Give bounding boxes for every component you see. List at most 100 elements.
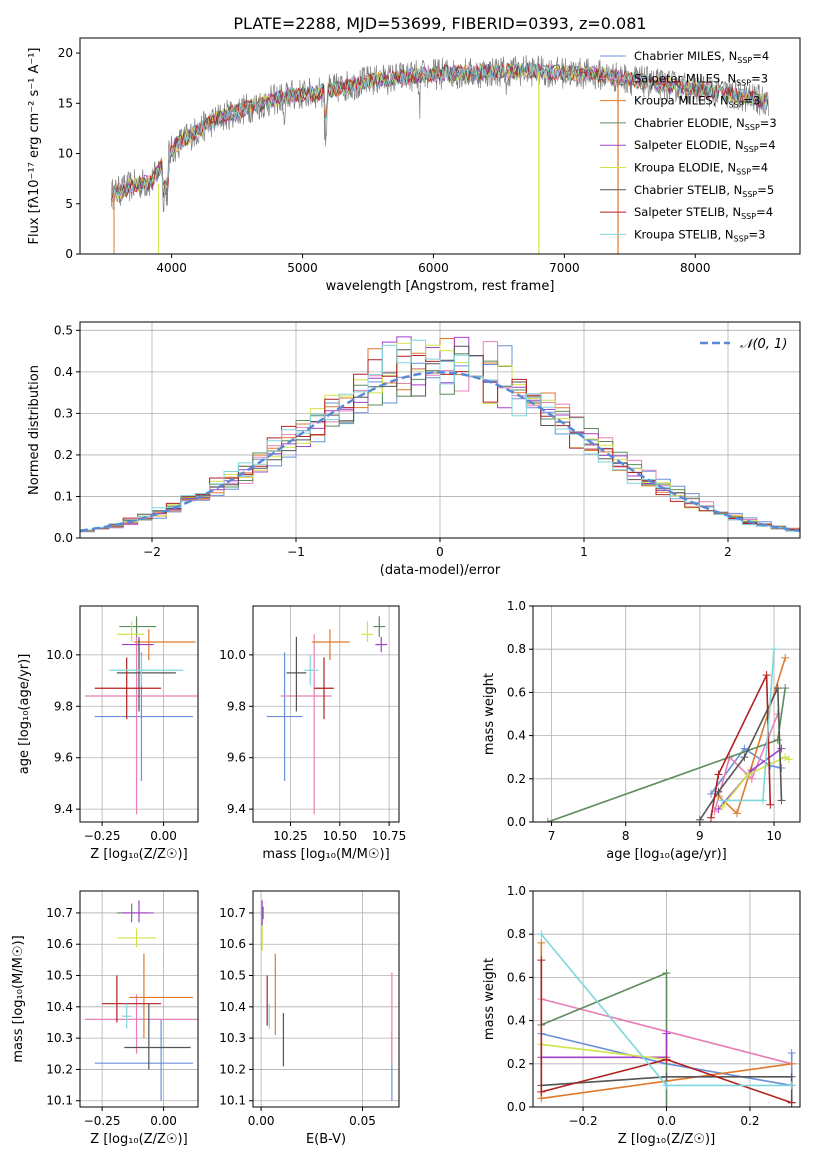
y-tick-label: 0.6 xyxy=(507,970,526,984)
x-tick-label: 6000 xyxy=(418,261,449,275)
y-tick-label: 9.6 xyxy=(54,751,73,765)
mass-weight-line-chabrier_stelib xyxy=(541,1076,793,1103)
axes-frame xyxy=(252,890,400,1108)
y-tick-label: 9.8 xyxy=(54,699,73,713)
legend-label-salpeter_stelib: Salpeter STELIB, NSSP=4 xyxy=(634,205,773,221)
y-tick-label: 20 xyxy=(58,46,73,60)
legend-label-kroupa_elodie: Kroupa ELODIE, NSSP=4 xyxy=(634,161,768,177)
plot-area-massweight_vs_age xyxy=(543,645,793,822)
y-tick-label: 0.2 xyxy=(507,1057,526,1071)
y-tick-label: 0.4 xyxy=(507,1014,526,1028)
y-tick-label: 1.0 xyxy=(507,599,526,613)
legend-label-salpeter_elodie: Salpeter ELODIE, NSSP=4 xyxy=(634,138,776,154)
spectrum-model-chabrier_elodie xyxy=(111,63,769,202)
y-tick-label: 10.3 xyxy=(219,1031,246,1045)
y-axis-label: age [log₁₀(age/yr)] xyxy=(17,654,32,775)
x-tick-label: 7 xyxy=(548,829,556,843)
chart-massweight_vs_Z: −0.2 0.0 0.2 0.0 0.2 0.4 0.6 0.8 1.0 Z [log₁₀(Z/Z… xyxy=(482,884,801,1147)
y-tick-label: 1.0 xyxy=(507,884,526,898)
y-axis-label: mass weight xyxy=(482,673,497,755)
axes-frame xyxy=(79,605,199,823)
y-tick-label: 10 xyxy=(58,147,73,161)
y-tick-label: 10.2 xyxy=(46,1062,73,1076)
chart-massweight_vs_age: 7 8 9 10 0.0 0.2 0.4 0.6 0.8 1.0 age [log₁₀(age/yr… xyxy=(482,599,801,862)
mass-weight-line-salpeter_stelib xyxy=(540,960,792,1104)
x-tick-label: −0.25 xyxy=(84,1114,121,1128)
x-axis-label: Z [log₁₀(Z/Z☉)] xyxy=(618,1132,715,1147)
axes-frame xyxy=(79,37,801,255)
plot-area-mass_vs_Z xyxy=(84,900,198,1101)
y-tick-label: 0.0 xyxy=(54,531,73,545)
x-tick-label: −0.25 xyxy=(84,829,121,843)
y-tick-label: 0.8 xyxy=(507,927,526,941)
x-tick-label: 10.75 xyxy=(372,829,406,843)
y-tick-label: 0 xyxy=(65,247,73,261)
plot-area-residuals xyxy=(80,336,800,533)
figure-title: PLATE=2288, MJD=53699, FIBERID=0393, z=0… xyxy=(233,14,646,33)
y-axis-label: mass weight xyxy=(482,958,497,1040)
mass-weight-line-salpeter_stelib xyxy=(710,674,772,818)
mass-weight-line-kroupa_elodie xyxy=(541,1043,667,1061)
y-tick-label: 9.6 xyxy=(227,751,246,765)
y-tick-label: 0.8 xyxy=(507,642,526,656)
y-tick-label: 9.8 xyxy=(227,699,246,713)
x-tick-label: 2 xyxy=(724,545,732,559)
y-tick-label: 5 xyxy=(65,197,73,211)
x-tick-label: −0.2 xyxy=(568,1114,597,1128)
x-axis-label: age [log₁₀(age/yr)] xyxy=(606,847,727,862)
legend-label-chabrier_miles: Chabrier MILES, NSSP=4 xyxy=(634,49,769,65)
y-tick-label: 9.4 xyxy=(227,802,246,816)
y-axis-label: mass [log₁₀(M/M☉)] xyxy=(11,935,26,1062)
y-tick-label: 0.0 xyxy=(507,1100,526,1114)
x-tick-label: 0.05 xyxy=(349,1114,376,1128)
y-axis-label: Flux [fλ10⁻¹⁷ erg cm⁻² s⁻¹ A⁻¹] xyxy=(27,48,42,245)
x-axis-label: (data-model)/error xyxy=(380,563,501,578)
y-tick-label: 10.5 xyxy=(46,969,73,983)
x-tick-label: 0 xyxy=(436,545,444,559)
spectrum-model-kroupa_stelib xyxy=(111,63,769,202)
x-tick-label: 0.00 xyxy=(150,829,177,843)
chart-residuals: −2 −1 0 1 2 0.0 0.1 0.2 0.3 0.4 0.5 (data-model)/er… xyxy=(27,321,801,578)
x-tick-label: −1 xyxy=(287,545,305,559)
chart-age_vs_Z: −0.25 0.00 9.4 9.6 9.8 10.0 Z [log₁₀(Z/Z☉)] age… xyxy=(17,605,199,862)
x-axis-label: E(B-V) xyxy=(306,1132,346,1147)
y-tick-label: 0.3 xyxy=(54,406,73,420)
y-tick-label: 10.3 xyxy=(46,1031,73,1045)
x-tick-label: −2 xyxy=(143,545,161,559)
x-tick-label: 5000 xyxy=(287,261,318,275)
x-tick-label: 8000 xyxy=(680,261,711,275)
y-tick-label: 10.7 xyxy=(46,906,73,920)
y-tick-label: 10.0 xyxy=(219,648,246,662)
x-tick-label: 0.0 xyxy=(657,1114,676,1128)
y-tick-label: 10.6 xyxy=(46,937,73,951)
x-axis-label: Z [log₁₀(Z/Z☉)] xyxy=(90,847,187,862)
x-tick-label: 10.50 xyxy=(323,829,357,843)
y-tick-label: 9.4 xyxy=(54,802,73,816)
y-tick-label: 0.5 xyxy=(54,323,73,337)
legend-label-normal: 𝒩(0, 1) xyxy=(740,337,787,352)
x-tick-label: 0.00 xyxy=(248,1114,275,1128)
y-tick-label: 0.6 xyxy=(507,685,526,699)
y-tick-label: 10.7 xyxy=(219,906,246,920)
legend-label-kroupa_miles: Kroupa MILES, NSSP=3 xyxy=(634,94,760,110)
mass-weight-line-chabrier_miles xyxy=(710,747,782,795)
x-tick-label: 8 xyxy=(622,829,630,843)
y-tick-label: 10.4 xyxy=(219,1000,246,1014)
x-tick-label: 1 xyxy=(580,545,588,559)
mass-weight-line-kroupa_elodie xyxy=(721,756,790,808)
axes-frame xyxy=(532,605,801,823)
chart-age_vs_mass: 10.25 10.50 10.75 9.4 9.6 9.8 10.0 mass [log₁₀(… xyxy=(219,605,406,862)
x-tick-label: 10 xyxy=(766,829,781,843)
chart-mass_vs_Z: −0.25 0.00 10.1 10.2 10.3 10.4 10.5 10.6 10.7 Z [… xyxy=(11,890,199,1147)
chart-spectrum: 4000 5000 6000 7000 8000 0 5 10 15 20 wavelength [… xyxy=(27,37,801,294)
plot-area-spectrum xyxy=(111,55,769,254)
legend-label-chabrier_elodie: Chabrier ELODIE, NSSP=3 xyxy=(634,116,777,132)
x-tick-label: 0.2 xyxy=(740,1114,759,1128)
spectrum-model-salpeter_stelib xyxy=(111,62,769,202)
x-axis-label: wavelength [Angstrom, rest frame] xyxy=(326,279,555,294)
y-tick-label: 10.2 xyxy=(219,1062,246,1076)
axes-frame xyxy=(252,605,400,823)
y-tick-label: 15 xyxy=(58,96,73,110)
legend-label-chabrier_stelib: Chabrier STELIB, NSSP=5 xyxy=(634,183,774,199)
